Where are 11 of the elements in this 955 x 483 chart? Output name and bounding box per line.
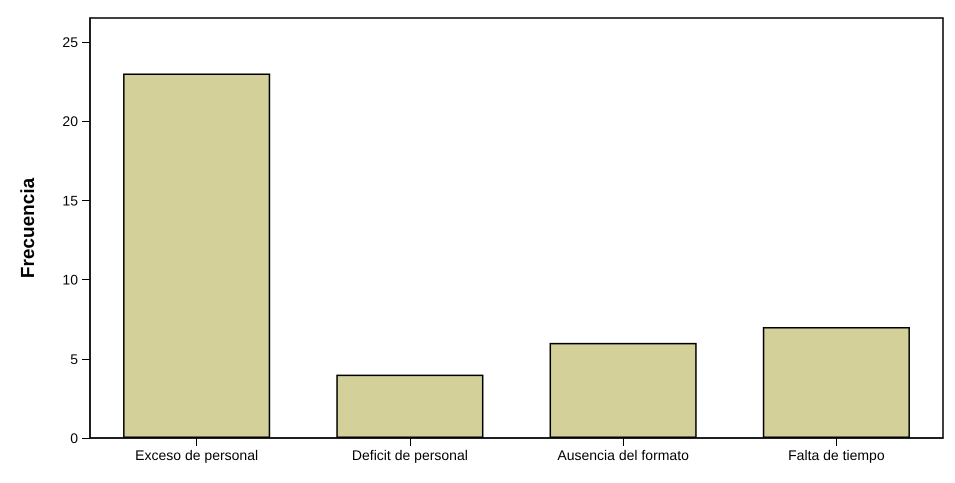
y-tick-label: 20 xyxy=(62,113,78,130)
x-tick-label: Ausencia del formato xyxy=(557,447,690,463)
y-axis-title: Frecuencia xyxy=(18,177,39,278)
x-tick-label: Deficit de personal xyxy=(352,447,468,463)
y-tick-label: 5 xyxy=(70,350,78,367)
y-tick-label: 15 xyxy=(62,192,78,208)
y-tick-label: 25 xyxy=(62,34,78,50)
x-tick-label: Exceso de personal xyxy=(135,447,258,463)
y-tick-label: 0 xyxy=(70,430,78,446)
y-tick-label: 10 xyxy=(62,272,78,288)
x-tick-label: Falta de tiempo xyxy=(788,447,885,463)
